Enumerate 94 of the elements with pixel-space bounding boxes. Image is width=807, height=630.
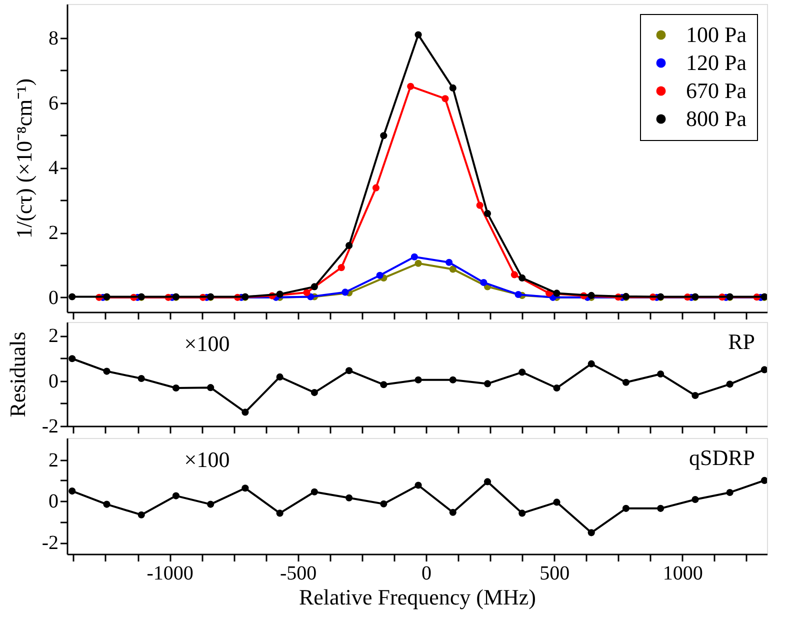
point — [588, 360, 595, 368]
point — [518, 510, 526, 517]
annotation: ×100 — [184, 331, 230, 356]
point — [510, 271, 518, 278]
y-tick-label: -2 — [42, 416, 58, 438]
point — [518, 274, 526, 282]
point — [338, 264, 345, 272]
point — [380, 132, 388, 140]
annotation: RP — [728, 329, 755, 354]
point — [346, 242, 353, 250]
x-tick-label: -500 — [280, 562, 317, 584]
point — [414, 31, 422, 38]
x-axis-title: Relative Frequency (MHz) — [298, 584, 536, 610]
point — [760, 476, 767, 484]
x-tick-label: 0 — [421, 562, 432, 584]
point — [553, 384, 560, 392]
y-tick-label: 0 — [48, 286, 58, 309]
point — [760, 366, 767, 374]
point — [346, 367, 353, 374]
x-tick-label: 1000 — [662, 562, 703, 584]
point — [410, 253, 418, 260]
point — [207, 384, 214, 392]
point — [138, 374, 145, 382]
point — [449, 266, 456, 273]
annotation: qSDRP — [688, 445, 755, 470]
point — [414, 376, 422, 384]
point — [103, 368, 110, 375]
point — [414, 260, 422, 267]
point — [553, 498, 560, 506]
point — [449, 376, 456, 384]
y-tick-label: 2 — [48, 325, 58, 348]
point — [310, 389, 318, 396]
point — [514, 290, 522, 298]
point — [380, 500, 388, 508]
x-tick-label: 500 — [540, 562, 570, 584]
point — [276, 373, 284, 380]
point — [484, 210, 492, 217]
point — [692, 496, 699, 504]
point — [242, 408, 249, 416]
y-tick-label: 8 — [48, 28, 58, 50]
y-axis-title: 1/(cτ) (×10⁻⁸cm⁻¹) — [12, 78, 36, 239]
point — [692, 392, 699, 400]
point — [657, 370, 664, 378]
point — [172, 492, 180, 500]
y-tick-label: 0 — [48, 490, 58, 513]
point — [68, 293, 76, 300]
point — [476, 202, 484, 209]
point — [484, 380, 492, 388]
y-tick-label: 4 — [48, 157, 58, 180]
legend-label: 120 Pa — [686, 50, 747, 75]
legend-label: 100 Pa — [686, 22, 747, 47]
point — [480, 278, 488, 286]
point — [138, 511, 145, 518]
point — [380, 381, 388, 388]
point — [446, 258, 453, 266]
point — [68, 488, 76, 495]
point — [207, 500, 214, 508]
point — [414, 482, 422, 489]
point — [726, 488, 734, 496]
y-tick-label: -2 — [42, 532, 58, 554]
point — [449, 508, 456, 516]
y-tick-label: 0 — [48, 370, 58, 392]
point — [588, 529, 595, 536]
point — [726, 380, 734, 388]
x-tick-label: -1000 — [146, 562, 194, 584]
point — [172, 384, 180, 392]
y-tick-label: 2 — [48, 449, 58, 472]
point — [310, 488, 318, 496]
point — [484, 478, 492, 486]
point — [407, 82, 414, 90]
legend-label: 800 Pa — [686, 106, 747, 131]
y-tick-label: 2 — [48, 222, 58, 244]
point — [372, 184, 380, 192]
point — [242, 484, 249, 492]
point — [518, 368, 526, 376]
point — [442, 95, 449, 102]
point — [303, 289, 310, 296]
point — [310, 283, 318, 290]
annotation: ×100 — [184, 447, 230, 472]
point — [276, 290, 284, 298]
point — [449, 84, 456, 92]
point — [553, 290, 560, 297]
point — [376, 272, 384, 279]
y-axis-title: Residuals — [4, 332, 30, 418]
point — [342, 288, 349, 296]
point — [346, 494, 353, 502]
point — [622, 504, 630, 512]
y-tick-label: 6 — [48, 92, 58, 114]
point — [103, 500, 110, 508]
point — [276, 510, 284, 517]
point — [622, 378, 630, 386]
legend-label: 670 Pa — [686, 78, 747, 103]
point — [657, 504, 664, 512]
point — [68, 355, 76, 362]
